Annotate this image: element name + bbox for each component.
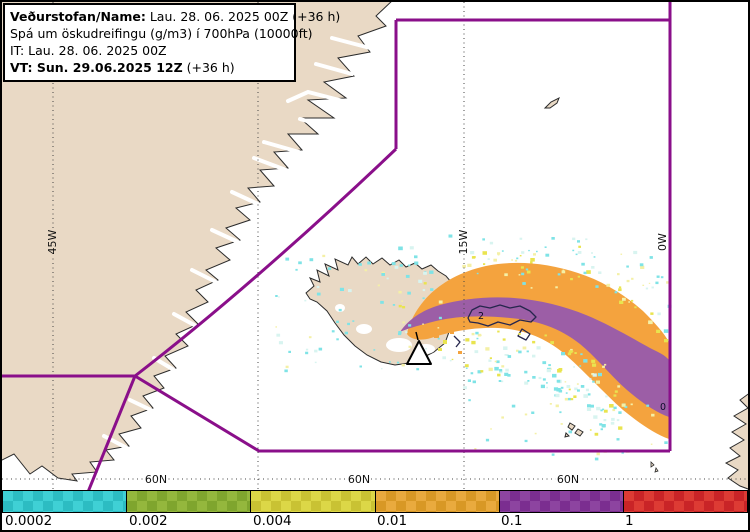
colorbar-swatches — [2, 490, 748, 513]
map-canvas: 2 0 45W 15W 0W 60N 60N — [2, 2, 748, 490]
colorbar-tick-label: 0.0002 — [5, 513, 53, 529]
faroe-islands — [564, 422, 584, 438]
vt-value: (+36 h) — [182, 60, 235, 75]
parallel-label-60n-1: 60N — [145, 473, 167, 486]
info-line-it: IT: Lau. 28. 06. 2025 00Z — [10, 43, 167, 58]
colorbar-tick-label: 0.002 — [129, 513, 168, 529]
issuer-value: Lau. 28. 06. 2025 00Z (+36 h) — [145, 9, 341, 24]
info-line-vt: VT: Sun. 29.06.2025 12Z (+36 h) — [10, 59, 289, 76]
greenland-fjords — [84, 4, 372, 450]
colorbar-tick-label: 1 — [625, 513, 634, 529]
contour-label-0: 0 — [660, 402, 666, 413]
parallel-label-60n-2: 60N — [348, 473, 370, 486]
colorbar-tick-label: 0.01 — [377, 513, 408, 529]
norway-coast — [724, 393, 748, 490]
colorbar-segment — [499, 491, 624, 512]
shetland-islands — [650, 461, 659, 473]
parallel-label-60n-3: 60N — [557, 473, 579, 486]
contour-label-2: 2 — [478, 311, 484, 322]
volcano-icon — [406, 331, 432, 365]
ash-plume-purple — [400, 297, 669, 417]
colorbar-segment — [623, 491, 748, 512]
colorbar-tick-label: 0.1 — [501, 513, 523, 529]
graticule — [2, 2, 748, 490]
meridian-label-0w: 0W — [656, 233, 669, 251]
issuer-label: Veðurstofan/Name: — [10, 9, 146, 24]
concentration-colorbar: 0.0002 0.002 0.004 0.01 0.1 1 — [2, 490, 748, 530]
colorbar-segment — [375, 491, 500, 512]
forecast-info-box: Veðurstofan/Name: Lau. 28. 06. 2025 00Z … — [3, 3, 340, 82]
meridian-label-45w: 45W — [46, 229, 59, 254]
colorbar-segment — [251, 491, 376, 512]
info-line-product: Spá um öskudreifingu (g/m3) í 700hPa (10… — [10, 26, 313, 41]
advisory-boundary — [2, 2, 672, 490]
near-vent-specks — [434, 331, 462, 354]
colorbar-segment — [127, 491, 252, 512]
meridian-label-15w: 15W — [457, 229, 470, 254]
ash-speckle-field — [275, 234, 672, 461]
info-line-issuer: Veðurstofan/Name: Lau. 28. 06. 2025 00Z … — [10, 8, 340, 25]
colorbar-labels: 0.0002 0.002 0.004 0.01 0.1 1 — [2, 513, 748, 530]
colorbar-tick-label: 0.004 — [253, 513, 292, 529]
jan-mayen-island — [543, 96, 560, 109]
colorbar-segment — [3, 491, 128, 512]
greenland-landmass — [2, 2, 392, 482]
vt-label: VT: Sun. 29.06.2025 12Z — [10, 60, 183, 75]
